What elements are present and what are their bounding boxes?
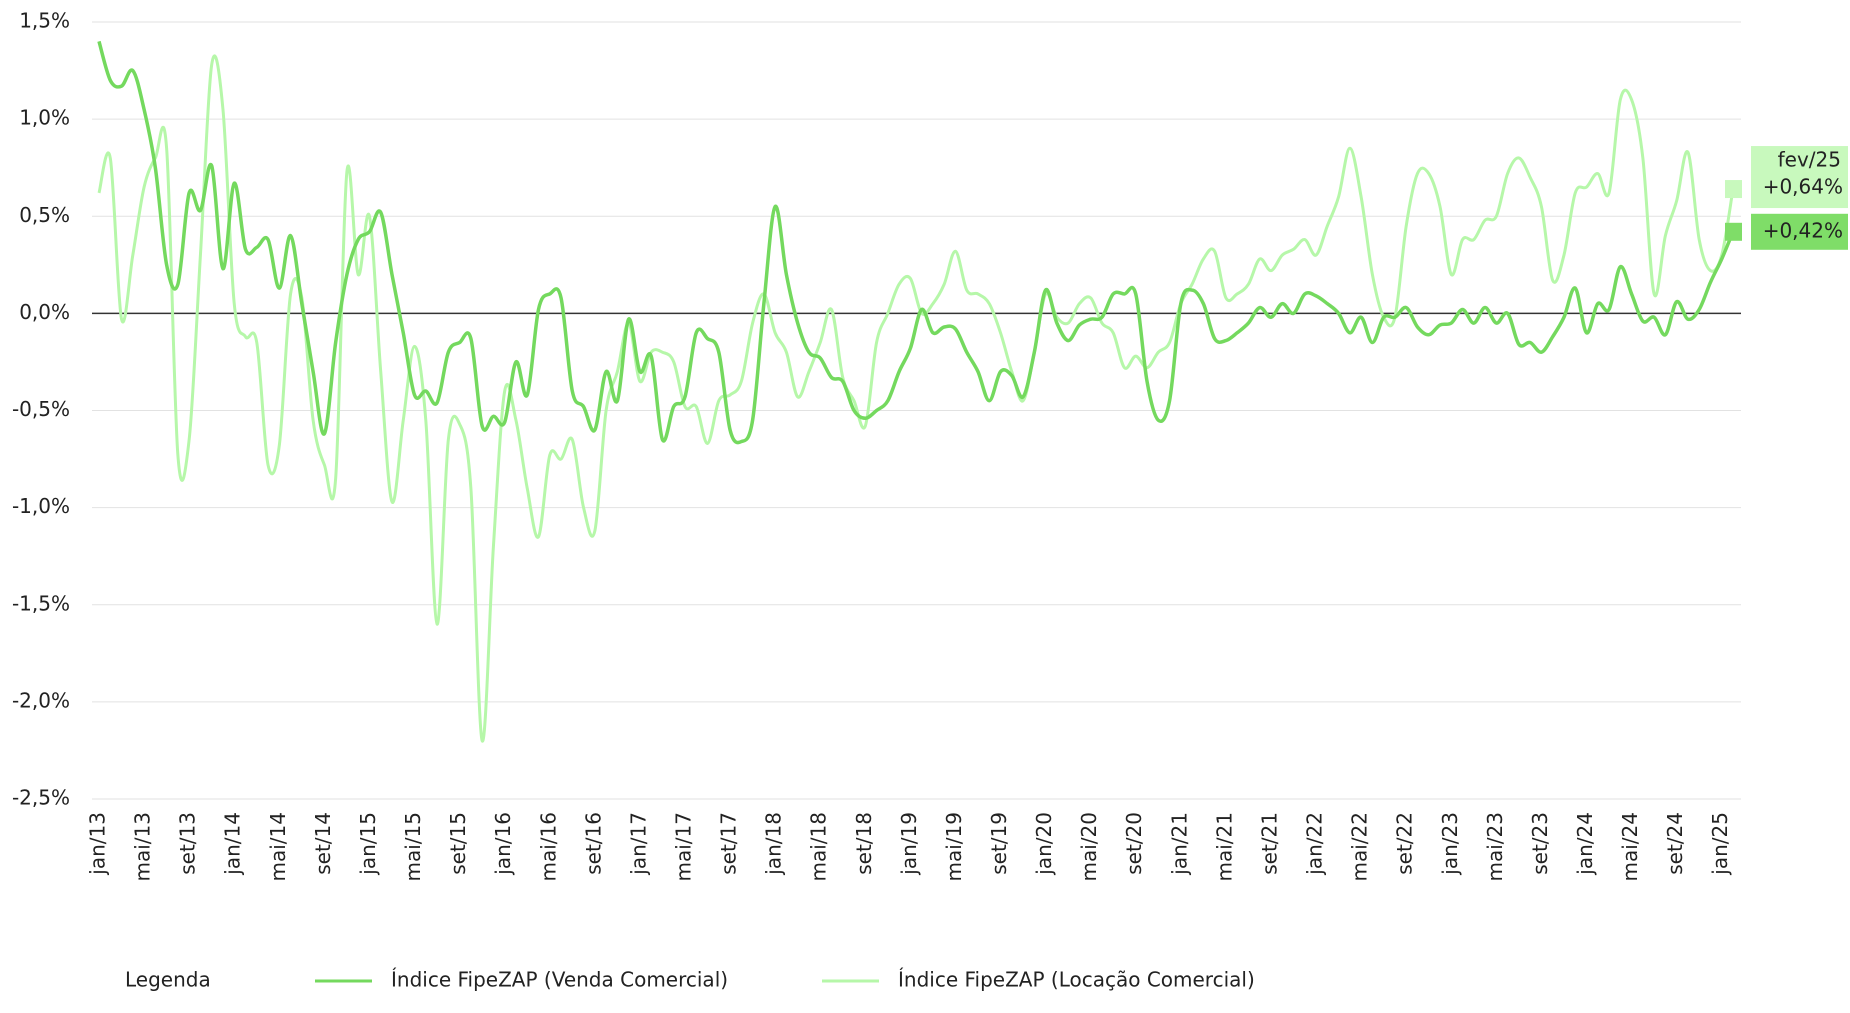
end-date-label: fev/25 — [1778, 148, 1841, 172]
end-label-box — [1751, 146, 1848, 209]
x-tick-label: set/14 — [311, 812, 335, 875]
x-tick-label: jan/23 — [1438, 812, 1462, 876]
x-tick-label: set/17 — [717, 812, 741, 875]
x-tick-label: mai/14 — [266, 812, 290, 881]
x-tick-label: set/18 — [852, 812, 876, 875]
x-tick-label: mai/13 — [131, 812, 155, 881]
x-tick-label: jan/22 — [1303, 812, 1327, 876]
x-tick-label: set/20 — [1122, 812, 1146, 875]
x-tick-label: jan/21 — [1167, 812, 1191, 876]
x-tick-label: jan/19 — [897, 812, 921, 876]
x-tick-label: jan/17 — [626, 812, 650, 876]
series-line — [97, 40, 1735, 445]
x-tick-label: mai/20 — [1077, 812, 1101, 881]
x-tick-label: set/21 — [1257, 812, 1281, 875]
y-tick-label: -1,5% — [12, 591, 70, 615]
x-tick-label: mai/19 — [942, 812, 966, 881]
x-tick-label: mai/16 — [536, 812, 560, 881]
x-tick-label: set/15 — [446, 812, 470, 875]
end-marker — [1725, 222, 1742, 241]
series-line — [97, 54, 1735, 743]
y-tick-label: 1,5% — [19, 9, 70, 33]
end-value-label: +0,64% — [1763, 175, 1843, 199]
x-tick-label: mai/18 — [807, 812, 831, 881]
end-label-box — [1751, 213, 1848, 250]
x-tick-label: set/23 — [1528, 812, 1552, 875]
y-tick-label: -0,5% — [12, 397, 70, 421]
end-marker — [1725, 180, 1742, 199]
x-tick-label: set/19 — [987, 812, 1011, 875]
x-tick-label: mai/17 — [671, 812, 695, 881]
y-tick-label: 0,0% — [19, 300, 70, 324]
x-tick-label: mai/24 — [1618, 812, 1642, 881]
x-tick-label: mai/22 — [1348, 812, 1372, 881]
x-tick-label: jan/20 — [1032, 812, 1056, 876]
x-tick-label: set/16 — [581, 812, 605, 875]
legend-title: Legenda — [125, 968, 211, 992]
legend-label: Índice FipeZAP (Locação Comercial) — [898, 968, 1255, 992]
legend-label: Índice FipeZAP (Venda Comercial) — [391, 968, 728, 992]
y-tick-label: -1,0% — [12, 494, 70, 518]
x-tick-label: mai/21 — [1212, 812, 1236, 881]
x-tick-label: mai/23 — [1483, 812, 1507, 881]
x-tick-label: jan/24 — [1573, 812, 1597, 876]
x-tick-label: set/22 — [1393, 812, 1417, 875]
y-tick-label: 1,0% — [19, 106, 70, 130]
y-tick-label: 0,5% — [19, 203, 70, 227]
x-tick-label: jan/16 — [491, 812, 515, 876]
x-tick-label: jan/15 — [356, 812, 380, 876]
x-tick-label: set/13 — [176, 812, 200, 875]
x-tick-label: mai/15 — [401, 812, 425, 881]
y-tick-label: -2,0% — [12, 688, 70, 712]
x-tick-label: jan/18 — [762, 812, 786, 876]
end-value-label: +0,42% — [1763, 218, 1843, 242]
x-tick-label: jan/13 — [86, 812, 110, 876]
x-tick-label: set/24 — [1663, 812, 1687, 875]
y-tick-label: -2,5% — [12, 786, 70, 810]
x-tick-label: jan/25 — [1708, 812, 1732, 876]
x-tick-label: jan/14 — [221, 812, 245, 876]
